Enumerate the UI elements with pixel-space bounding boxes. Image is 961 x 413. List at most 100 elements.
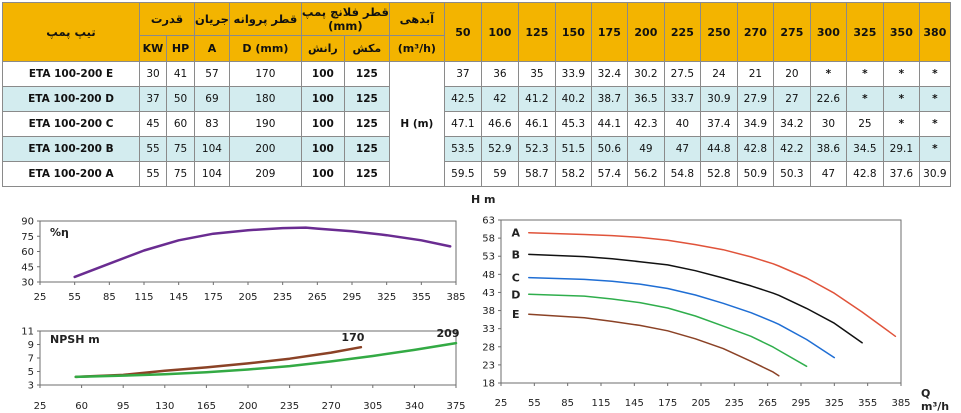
header-pump-type: تیپ پمپ — [2, 2, 140, 62]
head-cell: 47.1 — [443, 111, 482, 137]
y-tick-label: 48 — [482, 270, 495, 281]
header-flange-diameter: قطر فلانچ پمپ (mm) — [300, 2, 390, 36]
head-cell: * — [845, 86, 884, 112]
hp-cell: 60 — [166, 111, 195, 137]
flow-col-header: 350 — [882, 2, 920, 62]
series-label: 170 — [341, 331, 364, 344]
head-cell: 54.8 — [663, 161, 701, 187]
series-line-C — [528, 276, 836, 359]
x-tick-label: 205 — [238, 292, 257, 303]
y-tick-label: 75 — [21, 232, 34, 243]
flow-col-header: 175 — [590, 2, 628, 62]
x-axis-unit: m³/h — [921, 400, 949, 413]
flow-col-header: 270 — [736, 2, 774, 62]
x-tick-label: 340 — [405, 401, 424, 412]
x-tick-label: 25 — [34, 292, 47, 303]
x-tick-label: 25 — [34, 401, 47, 412]
flow-col-header: 100 — [480, 2, 519, 62]
hp-cell: 50 — [166, 86, 195, 112]
y-tick-label: 43 — [482, 288, 495, 299]
head-cell: 38.7 — [590, 86, 628, 112]
x-tick-label: 25 — [495, 398, 508, 409]
amp-cell: 83 — [194, 111, 230, 137]
series-line-D — [528, 293, 808, 368]
head-cell: 44.8 — [699, 136, 738, 162]
head-cell: 50.6 — [590, 136, 628, 162]
head-cell: * — [882, 111, 920, 137]
head-cell: 46.6 — [480, 111, 519, 137]
head-plot-frame — [500, 219, 902, 384]
x-tick-label: 85 — [103, 292, 116, 303]
head-cell: 37.4 — [699, 111, 738, 137]
hp-cell: 75 — [166, 136, 195, 162]
amp-cell: 57 — [194, 61, 230, 87]
head-cell: 56.2 — [626, 161, 665, 187]
pump-performance-table: تیپ پمپ قدرت جریان قطر پروانه قطر فلانچ … — [2, 2, 951, 187]
table-row: ETA 100-200 B 55 75 104 200 100 125 53.5… — [2, 136, 951, 162]
head-cell: 21 — [736, 61, 774, 87]
x-tick-label: 145 — [169, 292, 188, 303]
y-tick-label: 18 — [482, 379, 495, 390]
table-row: ETA 100-200 D 37 50 69 180 100 125 42.5 … — [2, 86, 951, 112]
head-cell: 30.9 — [918, 161, 951, 187]
y-tick-label: 60 — [21, 247, 34, 258]
head-cell: * — [918, 111, 951, 137]
x-tick-label: 325 — [377, 292, 396, 303]
x-tick-label: 325 — [825, 398, 844, 409]
head-cell: 46.1 — [517, 111, 556, 137]
x-tick-label: 175 — [204, 292, 223, 303]
discharge-cell: 100 — [300, 61, 345, 87]
flow-col-header: 225 — [663, 2, 701, 62]
head-label-cell: H (m) — [388, 61, 445, 187]
x-tick-label: 235 — [725, 398, 744, 409]
x-tick-label: 235 — [280, 401, 299, 412]
x-tick-label: 295 — [791, 398, 810, 409]
head-cell: 37 — [443, 61, 482, 87]
head-cell: 27.9 — [736, 86, 774, 112]
head-cell: 42.8 — [736, 136, 774, 162]
x-tick-label: 115 — [134, 292, 153, 303]
series-line-170 — [74, 345, 363, 379]
x-tick-label: 205 — [691, 398, 710, 409]
x-tick-label: 130 — [155, 401, 174, 412]
amp-cell: 104 — [194, 136, 230, 162]
series-line-A — [528, 231, 897, 338]
y-tick-label: 11 — [21, 327, 34, 338]
series-label: 209 — [437, 327, 460, 340]
y-tick-label: 7 — [28, 354, 34, 365]
y-tick-label: 53 — [482, 252, 495, 263]
header-kw: KW — [139, 35, 167, 62]
series-line-209 — [74, 341, 458, 379]
y-axis-label: %η — [50, 226, 69, 239]
discharge-cell: 100 — [300, 136, 345, 162]
head-cell: 34.9 — [736, 111, 774, 137]
head-cell: * — [918, 61, 951, 87]
x-tick-label: 355 — [858, 398, 877, 409]
series-label: A — [512, 227, 521, 240]
header-flow-unit: (m³/h) — [388, 35, 445, 62]
x-tick-label: 235 — [273, 292, 292, 303]
model-cell: ETA 100-200 B — [2, 136, 140, 162]
x-tick-label: 295 — [342, 292, 361, 303]
x-tick-label: 200 — [238, 401, 257, 412]
table-row: ETA 100-200 A 55 75 104 209 100 125 59.5… — [2, 161, 951, 187]
x-tick-label: 385 — [446, 292, 465, 303]
header-discharge: رانش — [300, 35, 345, 62]
head-cell: 30 — [809, 111, 847, 137]
hp-cell: 41 — [166, 61, 195, 87]
x-tick-label: 145 — [625, 398, 644, 409]
suction-cell: 125 — [343, 86, 390, 112]
head-cell: 37.6 — [882, 161, 920, 187]
head-cell: 44.1 — [590, 111, 628, 137]
x-tick-label: 265 — [308, 292, 327, 303]
head-cell: 27.5 — [663, 61, 701, 87]
kw-cell: 37 — [139, 86, 167, 112]
head-cell: * — [882, 61, 920, 87]
head-cell: 51.5 — [554, 136, 592, 162]
head-cell: * — [882, 86, 920, 112]
head-cell: * — [809, 61, 847, 87]
kw-cell: 30 — [139, 61, 167, 87]
header-flange-title: قطر فلانچ پمپ — [301, 5, 389, 19]
series-line-E — [528, 313, 780, 377]
header-impeller-diameter: قطر پروانه — [228, 2, 302, 36]
